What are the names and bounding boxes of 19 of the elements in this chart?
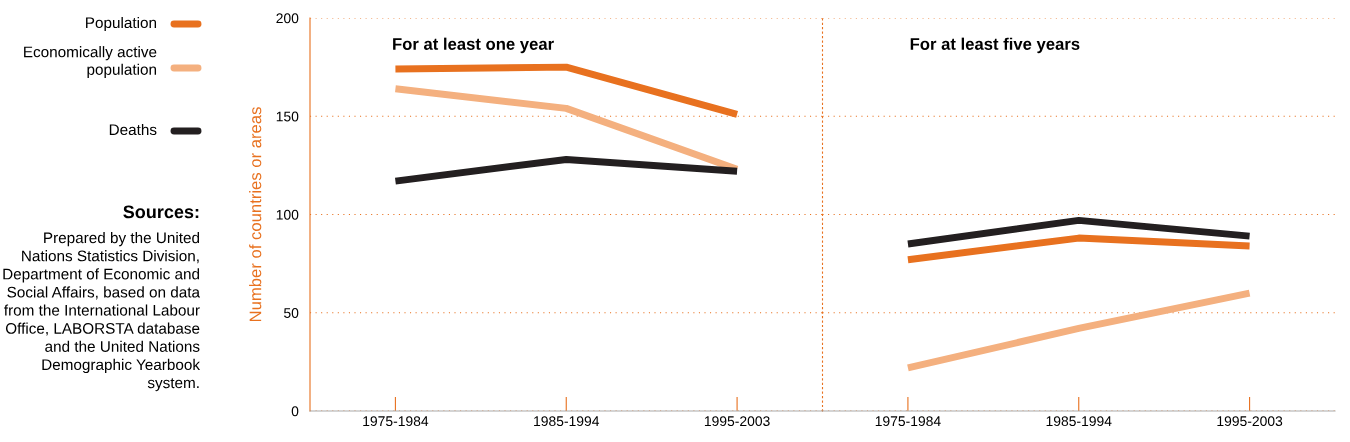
y-tick-label: 50 bbox=[284, 308, 299, 318]
x-tick-label: 1995-2003 bbox=[704, 416, 770, 427]
y-tick-label: 100 bbox=[276, 209, 299, 220]
y-tick-label: 200 bbox=[276, 13, 299, 24]
y-tick-label: 0 bbox=[291, 406, 299, 417]
y-tick-label: 150 bbox=[276, 111, 299, 122]
source-note: Sources: bbox=[123, 205, 199, 219]
text: Prepared by the United Nations Statistics Division, Department of Economic and Social Affairs, based on data from the International Labour Office, LABORSTA database and the United Nations Demographic Yearbook system. bbox=[3, 232, 201, 392]
x-tick-label: 1975-1984 bbox=[875, 416, 941, 427]
x-tick-label: 1995-2003 bbox=[1217, 416, 1283, 427]
x-tick-label: 1985-1994 bbox=[534, 416, 600, 427]
x-tick-label: 1975-1984 bbox=[363, 416, 429, 427]
legend-label: Deaths bbox=[109, 123, 157, 136]
y-axis-title: Number of countries or areas bbox=[249, 107, 262, 322]
text: For at least five years bbox=[910, 37, 1080, 54]
legend-label: Population bbox=[86, 16, 157, 32]
text: For at least one year bbox=[393, 37, 554, 54]
x-tick-label: 1985-1994 bbox=[1046, 416, 1112, 427]
legend-label: Economically active population bbox=[24, 46, 157, 78]
